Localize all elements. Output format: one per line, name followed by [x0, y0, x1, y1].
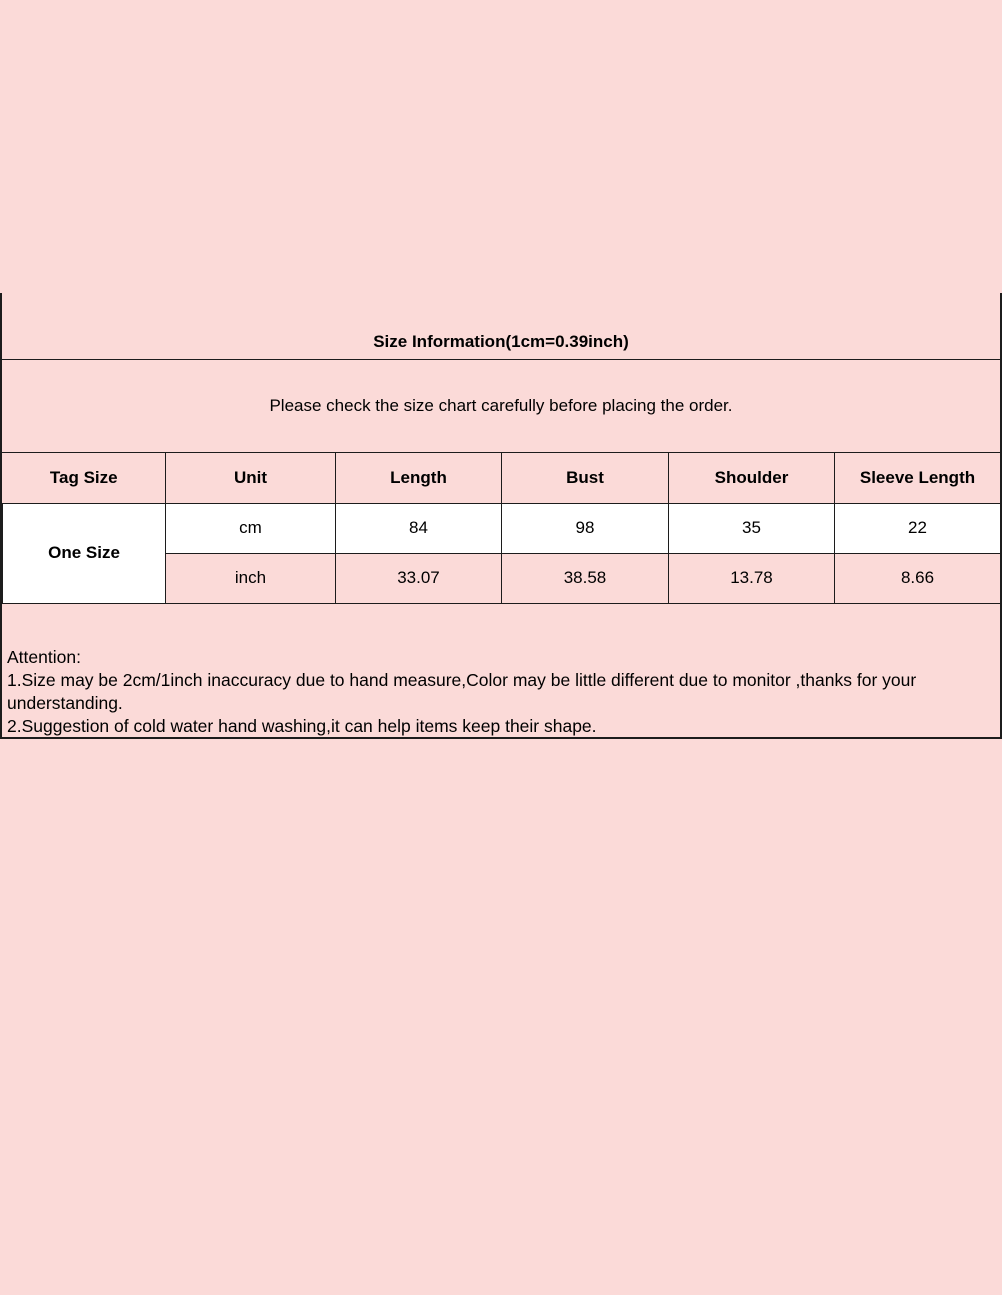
header-tag-size: Tag Size: [2, 453, 166, 504]
cell-shoulder-inch: 13.78: [668, 552, 835, 604]
panel-title: Size Information(1cm=0.39inch): [373, 332, 629, 351]
cell-length-cm: 84: [335, 502, 502, 554]
header-sleeve-length: Sleeve Length: [834, 453, 1000, 504]
panel-subtitle: Please check the size chart carefully be…: [269, 396, 733, 415]
header-unit: Unit: [165, 453, 336, 504]
cell-shoulder-cm: 35: [668, 502, 835, 554]
cell-bust-inch: 38.58: [501, 552, 669, 604]
header-length: Length: [335, 453, 502, 504]
table-row-cm: One Size cm 84 98 35 22: [2, 502, 1000, 604]
cell-sleeve-inch: 8.66: [834, 552, 1000, 604]
cell-sleeve-cm: 22: [834, 502, 1000, 554]
cell-tag-size: One Size: [2, 502, 166, 604]
attention-line-1: 1.Size may be 2cm/1inch inaccuracy due t…: [7, 669, 917, 713]
attention-note: Attention: 1.Size may be 2cm/1inch inacc…: [2, 604, 1000, 738]
cell-unit-inch: inch: [165, 552, 336, 604]
panel-title-row: Size Information(1cm=0.39inch): [2, 293, 1000, 360]
header-bust: Bust: [501, 453, 669, 504]
cell-length-inch: 33.07: [335, 552, 502, 604]
table-row-inch: inch 33.07 38.58 13.78 8.66: [3, 552, 1000, 604]
attention-line-2: 2.Suggestion of cold water hand washing,…: [7, 715, 597, 736]
panel-subtitle-row: Please check the size chart carefully be…: [2, 360, 1000, 453]
size-table: Tag Size Unit Length Bust Shoulder Sleev…: [2, 453, 1000, 604]
size-info-panel: Size Information(1cm=0.39inch) Please ch…: [0, 293, 1002, 739]
header-shoulder: Shoulder: [668, 453, 835, 504]
cell-bust-cm: 98: [501, 502, 669, 554]
attention-heading: Attention:: [7, 646, 81, 667]
size-table-header-row: Tag Size Unit Length Bust Shoulder Sleev…: [2, 453, 1000, 504]
cell-unit-cm: cm: [165, 502, 336, 554]
